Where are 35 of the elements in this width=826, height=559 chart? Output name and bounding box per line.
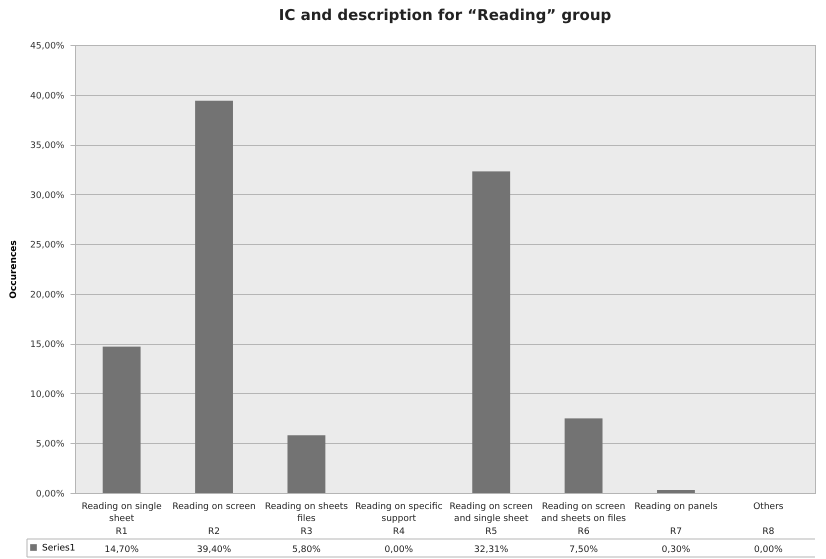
category-label: Reading on panels R7 [634,502,718,537]
y-tick-label: 15,00% [30,340,65,350]
y-tick-label: 30,00% [30,190,65,201]
y-tick-label: 45,00% [30,42,65,52]
legend-label: Series1 [42,544,76,554]
data-label: 39,40% [196,545,232,555]
bar [472,171,510,493]
bar [287,435,326,493]
chart-title: IC and description for “Reading” group [278,6,612,24]
data-label: 14,70% [104,545,140,555]
category-label: Reading on specific support R4 [355,502,443,537]
data-label: 0,00% [384,545,414,555]
data-label: 0,30% [662,545,691,555]
data-label: 5,80% [292,545,322,555]
category-label: Reading on screen and sheets on files R6 [541,502,626,537]
bar [195,100,233,493]
y-tick-label: 5,00% [36,440,65,450]
data-label: 7,50% [569,545,598,555]
category-label: Reading on screen and single sheet R5 [449,502,533,537]
bar [102,346,141,493]
bar [657,490,695,493]
data-label: 32,31% [474,545,509,555]
y-tick-label: 35,00% [30,141,65,152]
category-label: Reading on screen R2 [172,502,256,537]
y-tick-label: 0,00% [36,490,65,500]
category-label: Others R8 [753,502,784,537]
y-tick-label: 20,00% [30,290,65,300]
y-tick-label: 25,00% [30,240,65,251]
y-axis-title: Occurences [9,240,20,299]
data-label: 0,00% [754,545,784,555]
category-label: Reading on single sheet R1 [82,502,162,537]
y-tick-label: 10,00% [30,390,65,400]
y-tick-label: 40,00% [30,91,65,102]
category-label: Reading on sheets files R3 [264,502,348,537]
bar [564,418,603,493]
